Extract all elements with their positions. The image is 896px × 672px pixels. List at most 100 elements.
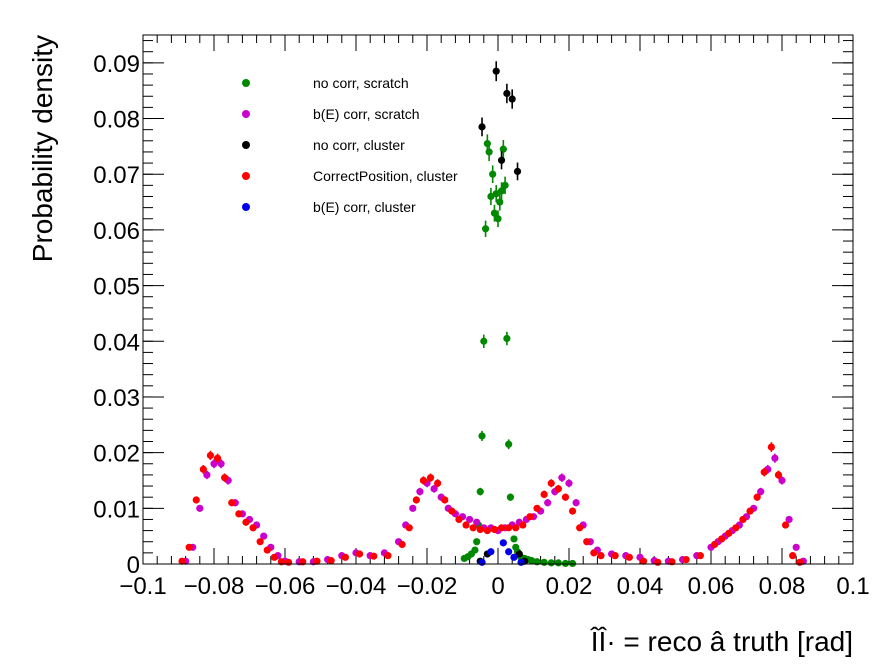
data-point bbox=[576, 524, 584, 532]
data-point bbox=[494, 215, 502, 223]
data-point bbox=[471, 546, 479, 554]
x-tick-label: 0 bbox=[491, 573, 504, 600]
data-point bbox=[249, 524, 257, 532]
data-point bbox=[235, 510, 243, 518]
data-point bbox=[480, 337, 488, 345]
data-point bbox=[725, 529, 733, 537]
data-point bbox=[409, 504, 417, 512]
data-point bbox=[478, 432, 486, 440]
data-point bbox=[185, 543, 193, 551]
data-point bbox=[508, 95, 516, 103]
data-point bbox=[478, 558, 486, 566]
data-point bbox=[789, 552, 797, 560]
legend-label: no corr, cluster bbox=[313, 137, 405, 153]
data-point bbox=[426, 474, 435, 482]
data-point bbox=[510, 535, 518, 543]
data-point bbox=[760, 468, 768, 476]
data-point bbox=[568, 507, 577, 515]
data-point bbox=[792, 543, 800, 551]
data-point bbox=[355, 550, 364, 558]
data-point bbox=[263, 546, 271, 554]
data-point bbox=[611, 552, 619, 560]
data-point bbox=[473, 518, 481, 526]
y-tick-label: 0.01 bbox=[93, 496, 140, 523]
data-point bbox=[398, 540, 406, 549]
x-tick-label: −0.04 bbox=[326, 573, 387, 600]
legend-marker bbox=[242, 110, 250, 118]
data-point bbox=[505, 548, 513, 556]
data-point bbox=[796, 558, 804, 566]
data-point bbox=[639, 557, 648, 565]
data-point bbox=[485, 148, 493, 156]
data-point bbox=[718, 535, 726, 543]
data-point bbox=[213, 454, 222, 462]
data-point bbox=[370, 552, 378, 560]
data-point bbox=[405, 524, 413, 532]
data-point bbox=[327, 557, 335, 565]
data-point bbox=[481, 225, 490, 233]
data-point bbox=[492, 190, 500, 198]
legend-label: b(E) corr, cluster bbox=[313, 199, 416, 215]
data-point bbox=[785, 515, 793, 524]
data-point bbox=[489, 170, 497, 178]
data-point bbox=[513, 167, 522, 176]
data-point bbox=[753, 493, 761, 501]
data-point bbox=[519, 521, 527, 529]
data-point bbox=[625, 553, 633, 561]
data-point bbox=[419, 476, 428, 485]
data-point bbox=[561, 493, 570, 501]
data-point bbox=[256, 538, 264, 546]
data-point bbox=[221, 474, 229, 482]
data-point bbox=[434, 479, 442, 487]
legend-label: no corr, scratch bbox=[313, 75, 409, 91]
data-point bbox=[217, 460, 225, 468]
y-tick-label: 0.03 bbox=[93, 385, 140, 412]
data-point bbox=[771, 454, 779, 462]
data-point bbox=[778, 476, 786, 485]
legend-label: b(E) corr, scratch bbox=[313, 106, 420, 122]
data-point bbox=[547, 559, 555, 567]
data-point bbox=[654, 558, 662, 566]
data-point bbox=[430, 485, 438, 493]
data-point bbox=[682, 555, 690, 564]
data-point bbox=[732, 524, 740, 532]
data-point bbox=[558, 474, 566, 482]
data-point bbox=[497, 524, 506, 532]
data-point bbox=[313, 557, 321, 565]
data-point bbox=[597, 552, 605, 560]
data-layer bbox=[178, 61, 807, 568]
x-tick-label: −0.06 bbox=[255, 573, 316, 600]
legend-label: CorrectPosition, cluster bbox=[313, 168, 458, 184]
x-tick-label: 0.1 bbox=[836, 573, 869, 600]
data-point bbox=[510, 553, 518, 561]
data-point bbox=[544, 499, 552, 507]
legend: no corr, scratch b(E) corr, scratch no cor… bbox=[242, 75, 458, 215]
data-point bbox=[503, 334, 511, 343]
data-point bbox=[515, 550, 523, 558]
data-point bbox=[478, 123, 486, 131]
x-tick-label: −0.02 bbox=[397, 573, 458, 600]
y-tick-label: 0.05 bbox=[93, 274, 140, 301]
x-tick-label: −0.1 bbox=[119, 573, 166, 600]
data-point bbox=[757, 488, 765, 496]
data-point bbox=[739, 515, 747, 524]
x-tick-label: 0.06 bbox=[688, 573, 735, 600]
x-axis-title: ÎÎ· = reco â truth [rad] bbox=[590, 626, 853, 657]
data-point bbox=[462, 521, 470, 529]
data-point bbox=[554, 559, 562, 567]
data-point bbox=[228, 499, 236, 507]
data-point bbox=[554, 485, 562, 493]
data-point bbox=[206, 451, 215, 460]
data-point bbox=[487, 548, 495, 556]
x-tick-label: −0.08 bbox=[184, 573, 245, 600]
data-point bbox=[767, 443, 775, 451]
data-point bbox=[505, 440, 513, 448]
series-0 bbox=[460, 134, 577, 568]
x-tick-label: 0.08 bbox=[759, 573, 806, 600]
data-point bbox=[503, 89, 511, 98]
data-point bbox=[526, 513, 534, 521]
legend-marker bbox=[242, 141, 250, 149]
data-point bbox=[203, 471, 211, 479]
data-point bbox=[590, 549, 598, 557]
